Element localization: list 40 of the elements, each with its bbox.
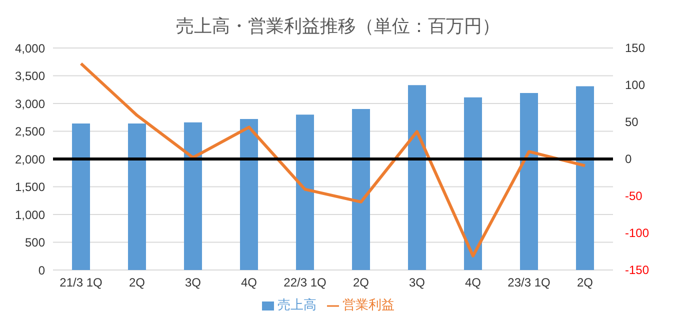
chart-title: 売上高・営業利益推移（単位：百万円） [175,15,501,38]
y2-tick-label: 0 [625,152,632,166]
x-tick-label: 2Q [352,276,370,290]
y2-tick-label: -150 [625,263,650,277]
y-tick-label: 4,000 [14,41,46,56]
x-tick-label: 2Q [576,276,594,290]
y-tick-label: 500 [24,236,46,250]
y2-tick-label: 100 [625,78,646,92]
bar [184,122,202,270]
bar [408,85,426,270]
y-tick-label: 3,500 [14,69,46,84]
bar [240,119,258,270]
bar [352,109,370,270]
line-series [80,62,586,258]
x-tick-label: 2Q [128,276,146,290]
x-tick-label: 4Q [240,276,258,290]
y-tick-label: 3,000 [14,96,46,111]
y-tick-label: 1,000 [14,208,46,222]
x-tick-label: 23/3 1Q [508,276,550,290]
legend-label: 営業利益 [342,297,394,312]
x-tick-label: 22/3 1Q [284,276,326,290]
bar [128,123,146,270]
y2-tick-label: 50 [625,115,639,129]
y-tick-label: 0 [38,263,46,278]
x-tick-label: 21/3 1Q [60,276,102,290]
x-tick-label: 4Q [464,276,482,290]
x-tick-label: 3Q [184,276,202,290]
bar [576,86,594,270]
bar [296,114,314,270]
y2-tick-label: 150 [625,41,646,55]
x-tick-label: 3Q [408,276,426,290]
y-tick-label: 2,000 [14,152,46,166]
y2-tick-label: -50 [625,189,643,203]
bar [72,123,90,270]
legend-label: 売上高 [278,297,316,312]
bar [464,97,482,270]
y2-tick-label: -100 [625,226,650,240]
y-tick-label: 1,500 [14,180,46,194]
bar [520,92,538,270]
y-tick-label: 2,500 [14,124,46,139]
